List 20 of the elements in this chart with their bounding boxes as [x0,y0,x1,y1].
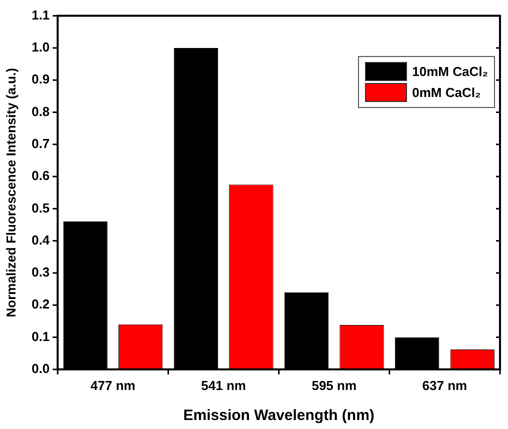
legend-label: 10mM CaCl₂ [412,64,488,79]
x-tick-label: 541 nm [201,378,246,393]
y-tick-label: 0.3 [32,264,50,280]
y-tick-label: 0.9 [32,72,50,87]
x-tick-label: 637 nm [422,378,468,393]
x-tick-label: 595 nm [312,378,357,393]
y-tick-label: 0.0 [32,360,50,376]
y-tick-label: 0.8 [32,104,50,119]
y-tick-label: 0.1 [32,328,50,344]
legend-label: 0mM CaCl₂ [412,84,481,100]
y-tick-label: 0.4 [32,232,50,248]
x-axis-title: Emission Wavelength (nm) [183,407,374,424]
y-tick-label: 0.6 [32,168,50,184]
y-tick-label: 0.2 [32,296,50,312]
y-tick-label: 1.1 [32,7,50,22]
y-axis-title: Normalized Fluorescence Intensity (a.u.) [3,68,18,318]
x-tick-label: 477 nm [90,378,136,393]
y-tick-label: 0.7 [32,136,50,151]
y-tick-label: 0.5 [32,200,50,216]
y-tick-label: 1.0 [32,40,50,55]
